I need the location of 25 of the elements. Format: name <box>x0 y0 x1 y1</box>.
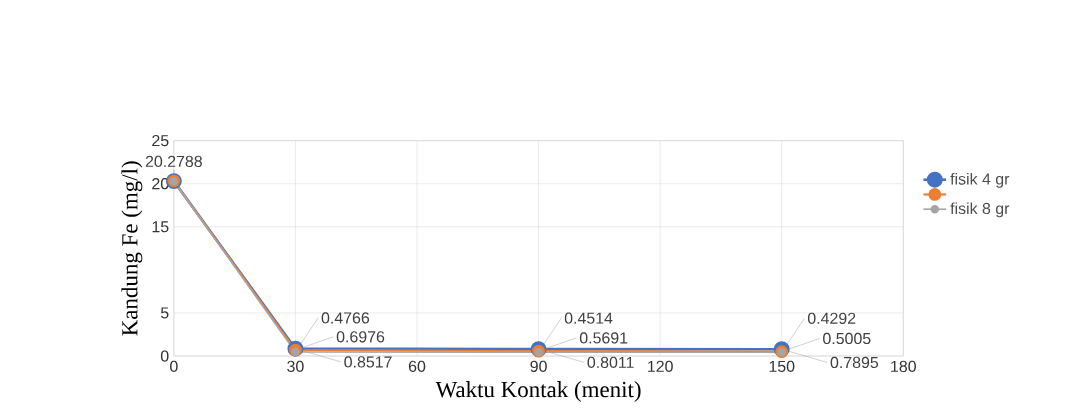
x-axis-title: Waktu Kontak (menit) <box>435 381 641 403</box>
x-tick-label: 150 <box>769 360 795 373</box>
y-tick-label: 0 <box>160 350 169 362</box>
data-label: 0.4514 <box>564 312 613 324</box>
legend-label: fisik 8 gr <box>950 202 1010 218</box>
y-axis-title: Kandung Fe (mg/l) <box>121 161 143 336</box>
x-tick-label: 90 <box>530 360 547 373</box>
x-tick-label: 180 <box>891 360 916 373</box>
data-label: 0.4292 <box>807 312 856 325</box>
data-label: 0.8011 <box>587 356 634 369</box>
y-tick-label: 25 <box>152 135 169 147</box>
data-label: 0.4766 <box>321 312 370 324</box>
y-tick-label: 5 <box>160 307 169 319</box>
x-tick-label: 30 <box>287 360 304 373</box>
data-label: 0.7895 <box>830 356 879 369</box>
data-label: 0.8517 <box>344 356 392 368</box>
data-label: 0.6976 <box>336 331 385 343</box>
x-tick-label: 120 <box>648 360 673 373</box>
data-label: 0.5691 <box>579 332 628 344</box>
data-label: 0.5005 <box>823 332 871 345</box>
y-tick-label: 15 <box>152 221 169 233</box>
x-tick-label: 60 <box>408 360 426 373</box>
legend-label: fisik 4 gr <box>950 173 1010 188</box>
x-tick-label: 0 <box>170 360 178 373</box>
data-label: 20.2788 <box>145 155 202 168</box>
